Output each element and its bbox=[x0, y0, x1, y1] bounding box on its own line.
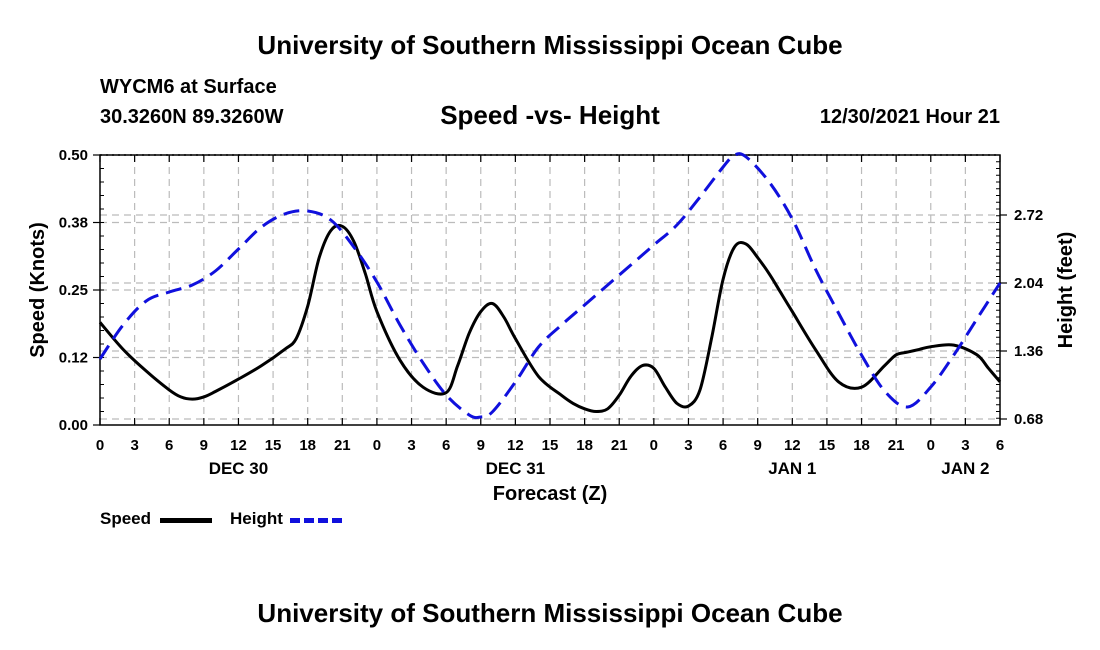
x-tick-label: 0 bbox=[927, 437, 935, 454]
x-tick-label: 6 bbox=[442, 437, 450, 454]
station-label: WYCM6 at Surface bbox=[100, 76, 277, 98]
legend-speed-label: Speed bbox=[100, 509, 152, 528]
x-tick-label: 6 bbox=[719, 437, 727, 454]
x-tick-label: 18 bbox=[853, 437, 870, 454]
coordinates-label: 30.3260N 89.3260W bbox=[100, 106, 284, 128]
x-tick-label: 18 bbox=[299, 437, 316, 454]
y2-tick-label: 1.36 bbox=[1014, 343, 1043, 360]
x-tick-label: 9 bbox=[477, 437, 485, 454]
axis-ticks: 0 3 6 9 12 15 18 21 0 3 6 9 12 15 18 21 0 3 6 9 12 15 18 21 0 3 60… bbox=[59, 147, 1044, 478]
x-tick-label: 12 bbox=[784, 437, 801, 454]
x-tick-label: 0 bbox=[96, 437, 104, 454]
y-tick-label: 0.50 bbox=[59, 147, 88, 164]
x-tick-label: 12 bbox=[507, 437, 524, 454]
y2-tick-label: 2.72 bbox=[1014, 207, 1043, 224]
x-tick-label: 15 bbox=[819, 437, 836, 454]
x-tick-label: 21 bbox=[611, 437, 628, 454]
x-tick-label: 0 bbox=[650, 437, 658, 454]
y-tick-label: 0.00 bbox=[59, 417, 88, 434]
y-tick-label: 0.12 bbox=[59, 350, 88, 367]
height-series-line bbox=[98, 152, 1002, 420]
x-tick-label: 3 bbox=[961, 437, 969, 454]
x-tick-label: 3 bbox=[130, 437, 138, 454]
y2-tick-label: 2.04 bbox=[1014, 275, 1044, 292]
legend-speed-swatch bbox=[160, 518, 212, 523]
y-tick-label: 0.25 bbox=[59, 282, 88, 299]
legend-height-label: Height bbox=[230, 509, 283, 528]
x-tick-label: 6 bbox=[165, 437, 173, 454]
footer-title: University of Southern Mississippi Ocean… bbox=[257, 598, 843, 628]
x-tick-label: 3 bbox=[684, 437, 692, 454]
x-tick-label: 15 bbox=[542, 437, 559, 454]
x-tick-label: 15 bbox=[265, 437, 282, 454]
y-axis-label: Speed (Knots) bbox=[27, 222, 49, 358]
day-label: JAN 2 bbox=[941, 459, 989, 478]
forecast-datetime: 12/30/2021 Hour 21 bbox=[819, 106, 1000, 128]
x-axis-label: Forecast (Z) bbox=[493, 483, 607, 505]
series bbox=[98, 152, 1002, 420]
y-tick-label: 0.38 bbox=[59, 215, 88, 232]
x-tick-label: 9 bbox=[754, 437, 762, 454]
y2-axis-label: Height (feet) bbox=[1055, 232, 1077, 349]
speed-series-line bbox=[98, 223, 1002, 413]
x-tick-label: 21 bbox=[888, 437, 905, 454]
x-tick-label: 18 bbox=[576, 437, 593, 454]
day-label: DEC 30 bbox=[209, 459, 269, 478]
x-tick-label: 3 bbox=[407, 437, 415, 454]
day-label: DEC 31 bbox=[486, 459, 546, 478]
x-tick-label: 9 bbox=[200, 437, 208, 454]
grid bbox=[100, 154, 1000, 425]
main-title: University of Southern Mississippi Ocean… bbox=[257, 30, 843, 60]
y2-tick-label: 0.68 bbox=[1014, 411, 1043, 428]
day-label: JAN 1 bbox=[768, 459, 816, 478]
x-tick-label: 6 bbox=[996, 437, 1004, 454]
legend-height-swatch bbox=[290, 518, 342, 523]
chart-subtitle: Speed -vs- Height bbox=[440, 100, 660, 130]
x-tick-label: 12 bbox=[230, 437, 247, 454]
x-tick-label: 21 bbox=[334, 437, 351, 454]
x-tick-label: 0 bbox=[373, 437, 381, 454]
